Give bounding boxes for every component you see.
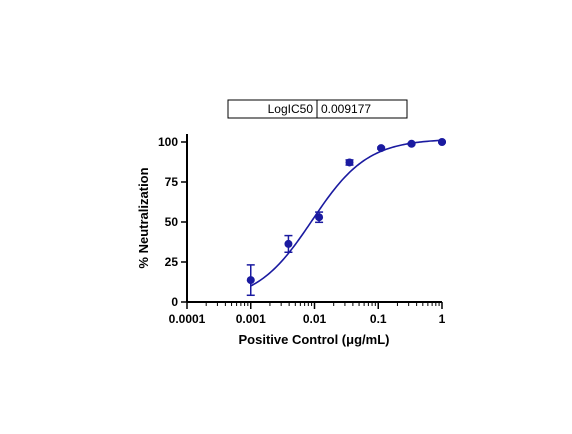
results-table: LogIC50 0.009177 — [227, 99, 408, 119]
data-points — [246, 138, 446, 297]
data-point — [315, 213, 324, 222]
y-tick-label: 25 — [165, 255, 179, 269]
y-axis-title: % Neutralization — [136, 167, 151, 268]
y-tick-label: 75 — [165, 175, 179, 189]
x-tick-label: 0.01 — [303, 312, 327, 326]
y-tick-label: 50 — [165, 215, 179, 229]
x-axis-title: Positive Control (μg/mL) — [239, 332, 390, 347]
x-tick-label: 0.0001 — [169, 312, 206, 326]
y-tick-label: 0 — [171, 295, 178, 309]
data-point — [345, 158, 354, 167]
x-tick-label: 0.001 — [236, 312, 266, 326]
y-ticks: 0 25 50 75 100 — [158, 135, 187, 309]
x-tick-label: 1 — [439, 312, 446, 326]
data-point — [407, 139, 416, 148]
x-tick-label: 0.1 — [370, 312, 387, 326]
data-point — [438, 138, 446, 146]
data-point — [284, 239, 293, 248]
x-ticks: 0.0001 0.001 0.01 0.1 1 — [169, 302, 446, 326]
results-table-value: 0.009177 — [321, 102, 371, 116]
results-table-label: LogIC50 — [268, 102, 314, 116]
data-point — [246, 276, 255, 285]
y-tick-label: 100 — [158, 135, 178, 149]
data-point — [377, 144, 386, 153]
